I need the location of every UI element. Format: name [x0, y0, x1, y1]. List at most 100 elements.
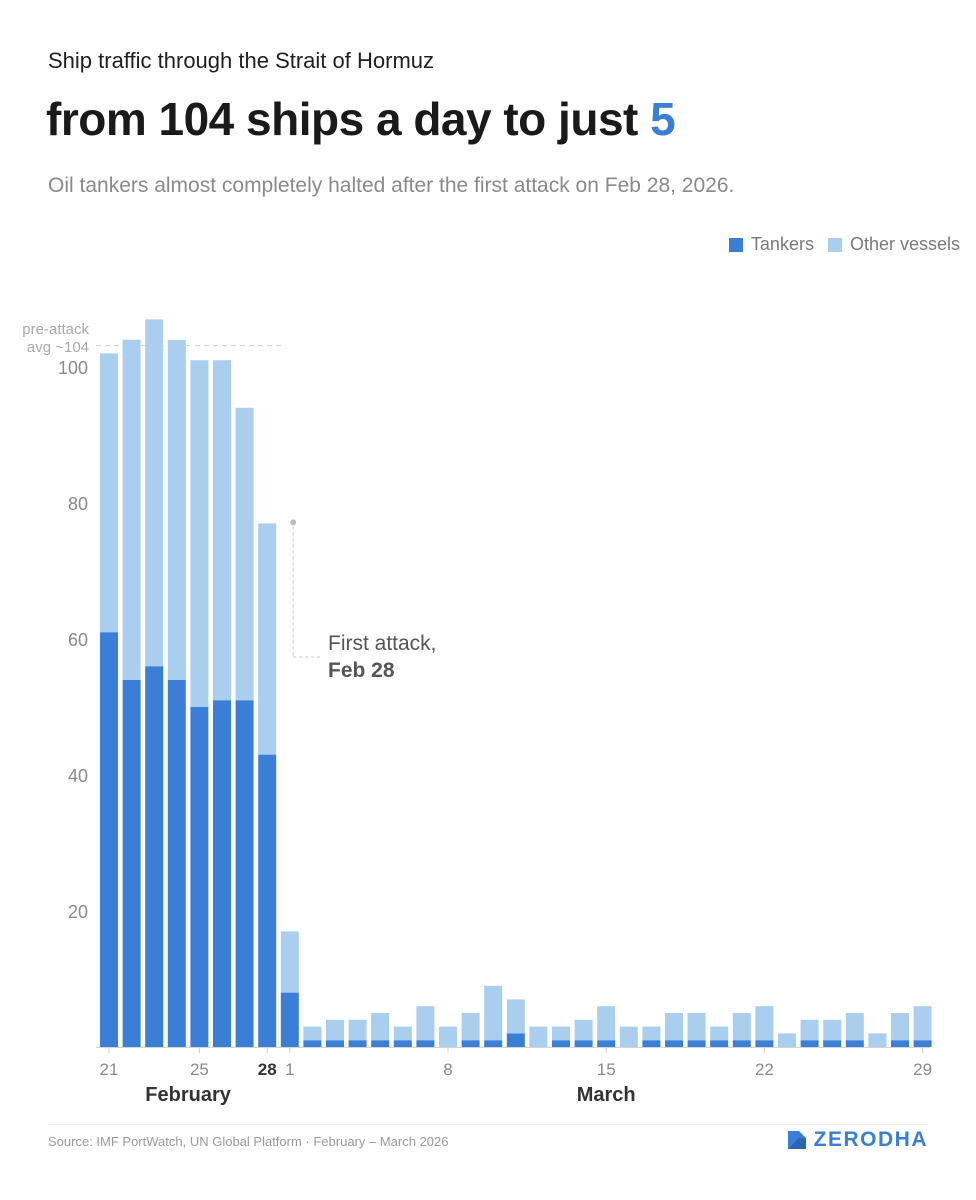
legend-item-other: Other vessels — [827, 234, 960, 255]
bar-tankers — [280, 992, 299, 1047]
bar-other — [891, 1013, 909, 1041]
bar-other — [710, 1026, 729, 1041]
bar-other — [665, 1013, 683, 1041]
bar-tankers — [552, 1040, 570, 1047]
bar-tankers — [190, 707, 209, 1047]
headline-main: from 104 ships a day to just — [46, 93, 651, 145]
subtitle: Oil tankers almost completely halted aft… — [48, 174, 735, 197]
bar-other — [416, 1006, 435, 1041]
legend-item-tankers: Tankers — [728, 234, 814, 255]
x-tick-label: 21 — [100, 1060, 119, 1079]
bar-tankers — [100, 632, 118, 1047]
bar-other — [845, 1013, 864, 1041]
bar-tankers — [122, 679, 141, 1047]
y-tick-label-60: 60 — [68, 630, 88, 650]
x-tick-label: 28 — [258, 1060, 277, 1079]
bar-tankers — [506, 1033, 525, 1047]
bar-other — [326, 1019, 344, 1041]
chart-legend: Tankers Other vessels — [721, 234, 960, 255]
legend-label-tankers: Tankers — [750, 234, 814, 254]
bar-other — [913, 1006, 932, 1041]
bar-other — [122, 339, 141, 680]
brand-logo: ZERODHA — [787, 1128, 928, 1152]
bar-other — [732, 1013, 751, 1041]
bar-tankers — [348, 1040, 367, 1047]
bar-other — [529, 1026, 548, 1047]
brand-name: ZERODHA — [813, 1128, 928, 1151]
bar-other — [461, 1013, 480, 1041]
x-tick-label: 29 — [913, 1060, 932, 1079]
bar-other — [755, 1006, 774, 1041]
bar-tankers — [371, 1040, 390, 1047]
headline: from 104 ships a day to just 5 — [46, 92, 676, 146]
bar-other — [439, 1026, 457, 1047]
bar-other — [823, 1019, 842, 1041]
annotation-text-line2: Feb 28 — [328, 659, 395, 682]
bar-other — [642, 1026, 661, 1041]
y-tick-label-100: 100 — [58, 358, 88, 378]
zerodha-logo-icon — [787, 1131, 806, 1149]
bar-tankers — [145, 666, 164, 1047]
x-tick-label: 22 — [755, 1060, 774, 1079]
bar-tankers — [891, 1040, 909, 1047]
month-label: March — [577, 1084, 636, 1106]
bar-tankers — [823, 1040, 842, 1047]
legend-swatch-tankers — [728, 237, 743, 252]
footer-divider — [48, 1124, 928, 1125]
x-tick-label: 15 — [597, 1060, 616, 1079]
bar-other — [348, 1019, 367, 1041]
x-tick-label: 1 — [285, 1060, 294, 1079]
bar-tankers — [574, 1040, 593, 1047]
y-tick-label-20: 20 — [68, 902, 88, 922]
bar-tankers — [710, 1040, 729, 1047]
bar-tankers — [326, 1040, 344, 1047]
bar-tankers — [393, 1040, 412, 1047]
bar-other — [303, 1026, 322, 1041]
bar-other — [213, 360, 231, 701]
bar-other — [597, 1006, 616, 1041]
y-tick-label-40: 40 — [68, 766, 88, 786]
x-tick-label: 8 — [443, 1060, 452, 1079]
bar-other — [868, 1033, 887, 1047]
bar-other — [574, 1019, 593, 1041]
bar-tankers — [416, 1040, 435, 1047]
annotation-dot — [290, 519, 297, 526]
bar-tankers — [687, 1040, 706, 1047]
bar-tankers — [755, 1040, 774, 1047]
bar-other — [280, 931, 299, 993]
bar-other — [552, 1026, 570, 1041]
bar-tankers — [732, 1040, 751, 1047]
bar-other — [371, 1013, 390, 1041]
bar-tankers — [597, 1040, 616, 1047]
bar-tankers — [913, 1040, 932, 1047]
bar-tankers — [665, 1040, 683, 1047]
bar-other — [619, 1026, 638, 1047]
bar-tankers — [484, 1040, 503, 1047]
bar-tankers — [461, 1040, 480, 1047]
reference-label-line2: avg ~104 — [27, 339, 89, 356]
bar-other — [484, 985, 503, 1041]
bar-other — [145, 319, 164, 667]
month-label: February — [145, 1084, 231, 1106]
bar-other — [190, 360, 209, 707]
bar-tankers — [642, 1040, 661, 1047]
bar-other — [393, 1026, 412, 1041]
bar-other — [167, 339, 186, 680]
legend-label-other: Other vessels — [849, 234, 960, 254]
bar-other — [100, 353, 118, 633]
kicker-title: Ship traffic through the Strait of Hormu… — [48, 48, 434, 73]
bar-tankers — [258, 754, 277, 1047]
bar-other — [778, 1033, 796, 1047]
bar-tankers — [167, 679, 186, 1047]
bar-tankers — [235, 700, 254, 1047]
bar-other — [800, 1019, 819, 1041]
legend-swatch-other — [827, 237, 842, 252]
y-tick-label-80: 80 — [68, 494, 88, 514]
headline-accent-number: 5 — [650, 93, 676, 145]
source-note: Source: IMF PortWatch, UN Global Platfor… — [48, 1134, 449, 1149]
bar-tankers — [213, 700, 231, 1047]
bar-other — [687, 1013, 706, 1041]
bar-other — [258, 523, 277, 755]
bar-tankers — [800, 1040, 819, 1047]
